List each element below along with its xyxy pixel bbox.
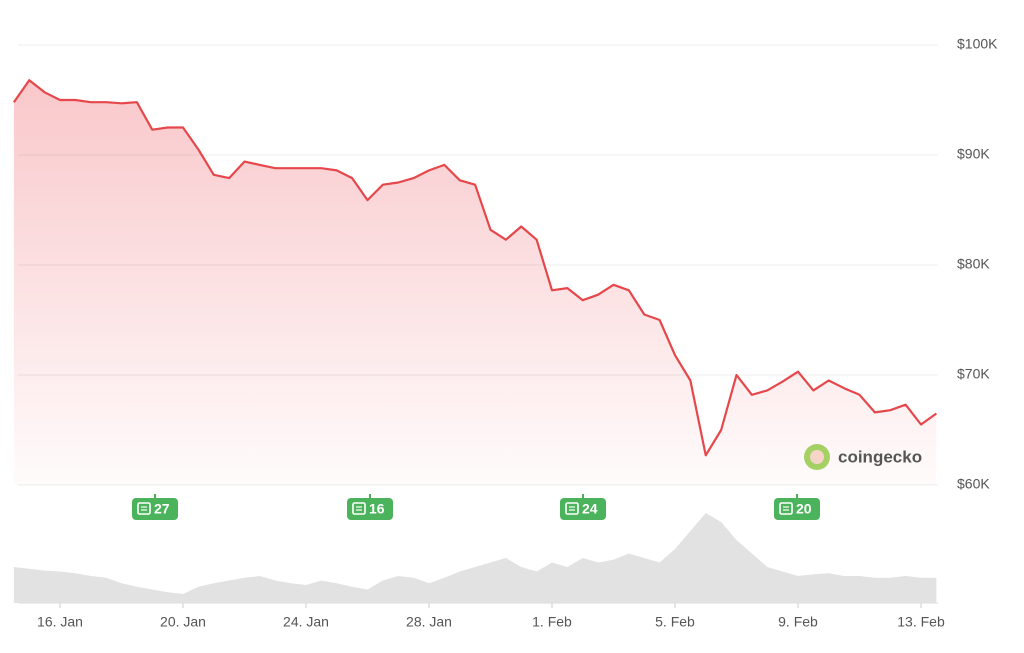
y-tick-label: $90K [957, 146, 990, 162]
news-count: 24 [582, 501, 598, 517]
x-tick-label: 20. Jan [160, 614, 206, 630]
logo-inner [810, 450, 824, 464]
x-tick-label: 16. Jan [37, 614, 83, 630]
y-tick-label: $80K [957, 256, 990, 272]
x-tick-label: 9. Feb [778, 614, 818, 630]
y-tick-label: $100K [957, 36, 998, 52]
x-tick-label: 28. Jan [406, 614, 452, 630]
price-line [12, 79, 938, 457]
volume-area [13, 513, 937, 603]
news-count: 20 [796, 501, 812, 517]
x-tick-label: 24. Jan [283, 614, 329, 630]
watermark: coingecko [804, 444, 922, 470]
y-tick-label: $60K [957, 476, 990, 492]
news-count: 27 [154, 501, 170, 517]
news-badge[interactable]: 16 [347, 494, 393, 520]
watermark-text: coingecko [838, 447, 922, 466]
x-tick-label: 13. Feb [897, 614, 945, 630]
news-icon [352, 502, 366, 515]
price-area [13, 80, 937, 485]
news-count: 16 [369, 501, 385, 517]
x-tick-label: 1. Feb [532, 614, 572, 630]
y-tick-label: $70K [957, 366, 990, 382]
news-badge[interactable]: 20 [774, 494, 820, 520]
news-icon [565, 502, 579, 515]
news-icon [137, 502, 151, 515]
x-tick-label: 5. Feb [655, 614, 695, 630]
news-badge[interactable]: 27 [132, 494, 178, 520]
news-icon [779, 502, 793, 515]
news-badge[interactable]: 24 [560, 494, 606, 520]
